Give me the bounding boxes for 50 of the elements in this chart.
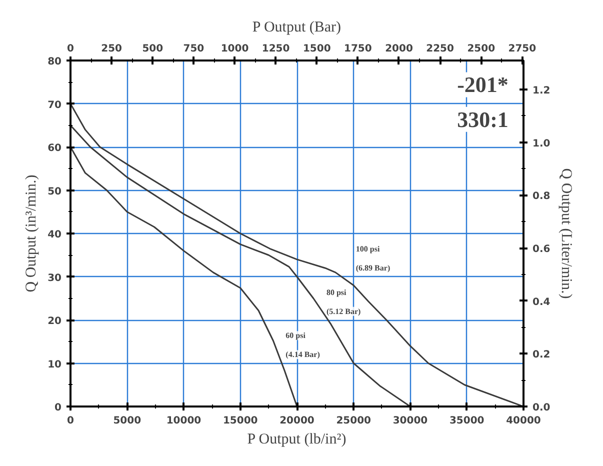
x-tick-label: 5000	[113, 416, 142, 426]
x-tick-label: 35000	[449, 416, 484, 426]
y2-tick-label: 0.8	[532, 191, 550, 202]
y-tick-label: 0	[54, 402, 62, 414]
y-tick-label: 40	[48, 230, 62, 240]
y-axis-title: Q Output (in³/min.)	[24, 174, 40, 292]
y2-tick-label: 0.4	[532, 296, 550, 308]
y2-tick-label: 0.2	[532, 350, 550, 361]
y2-tick-label: 1.2	[532, 86, 550, 97]
x2-axis-title: P Output (Bar)	[252, 20, 342, 36]
annotation: 100 psi	[356, 244, 380, 254]
x-axis-title: P Output (lb/in²)	[247, 432, 346, 448]
x-tick-label: 0	[67, 416, 74, 426]
x2-tick-label: 2000	[385, 44, 413, 54]
y-tick-label: 60	[48, 143, 62, 154]
x2-tick-label: 0	[67, 44, 74, 54]
x2-tick-label: 2500	[467, 44, 496, 54]
x-tick-label: 30000	[392, 416, 428, 426]
annotation: 60 psi	[286, 331, 306, 340]
y2-tick-label: 0.0	[532, 402, 550, 414]
x-tick-label: 10000	[166, 416, 202, 426]
y-tick-label: 10	[48, 359, 62, 370]
x2-tick-label: 1250	[262, 44, 290, 54]
x-tick-label: 25000	[336, 416, 372, 426]
y2-axis-title: Q Output (Liter/min.)	[558, 168, 574, 299]
line-series	[70, 124, 411, 406]
y-tick-label: 30	[48, 272, 62, 284]
annotation: 80 psi	[326, 288, 348, 297]
y-tick-label: 50	[48, 186, 62, 198]
x2-tick-label: 2750	[508, 44, 536, 54]
annotation: 330:1	[457, 106, 508, 132]
y2-tick-label: 1.0	[532, 138, 550, 150]
x2-tick-label: 1500	[302, 44, 331, 54]
x2-tick-label: 1000	[220, 44, 249, 54]
annotation: (5.12 Bar)	[326, 306, 361, 316]
x2-tick-label: 250	[101, 44, 122, 54]
annotation: (6.89 Bar)	[356, 264, 390, 273]
x-tick-label: 40000	[506, 416, 541, 426]
x-tick-label: 20000	[280, 416, 314, 426]
x-tick-label: 15000	[222, 416, 258, 426]
x2-tick-label: 1750	[344, 44, 372, 54]
annotation: -201*	[457, 72, 508, 98]
x2-tick-label: 2250	[426, 44, 454, 54]
annotation: (4.14 Bar)	[286, 350, 320, 360]
x2-tick-label: 750	[183, 44, 204, 54]
x2-tick-label: 500	[142, 44, 164, 54]
y-tick-label: 20	[48, 316, 62, 327]
y2-tick-label: 0.6	[532, 244, 550, 256]
y-tick-label: 80	[48, 56, 62, 68]
y-tick-label: 70	[48, 100, 62, 111]
